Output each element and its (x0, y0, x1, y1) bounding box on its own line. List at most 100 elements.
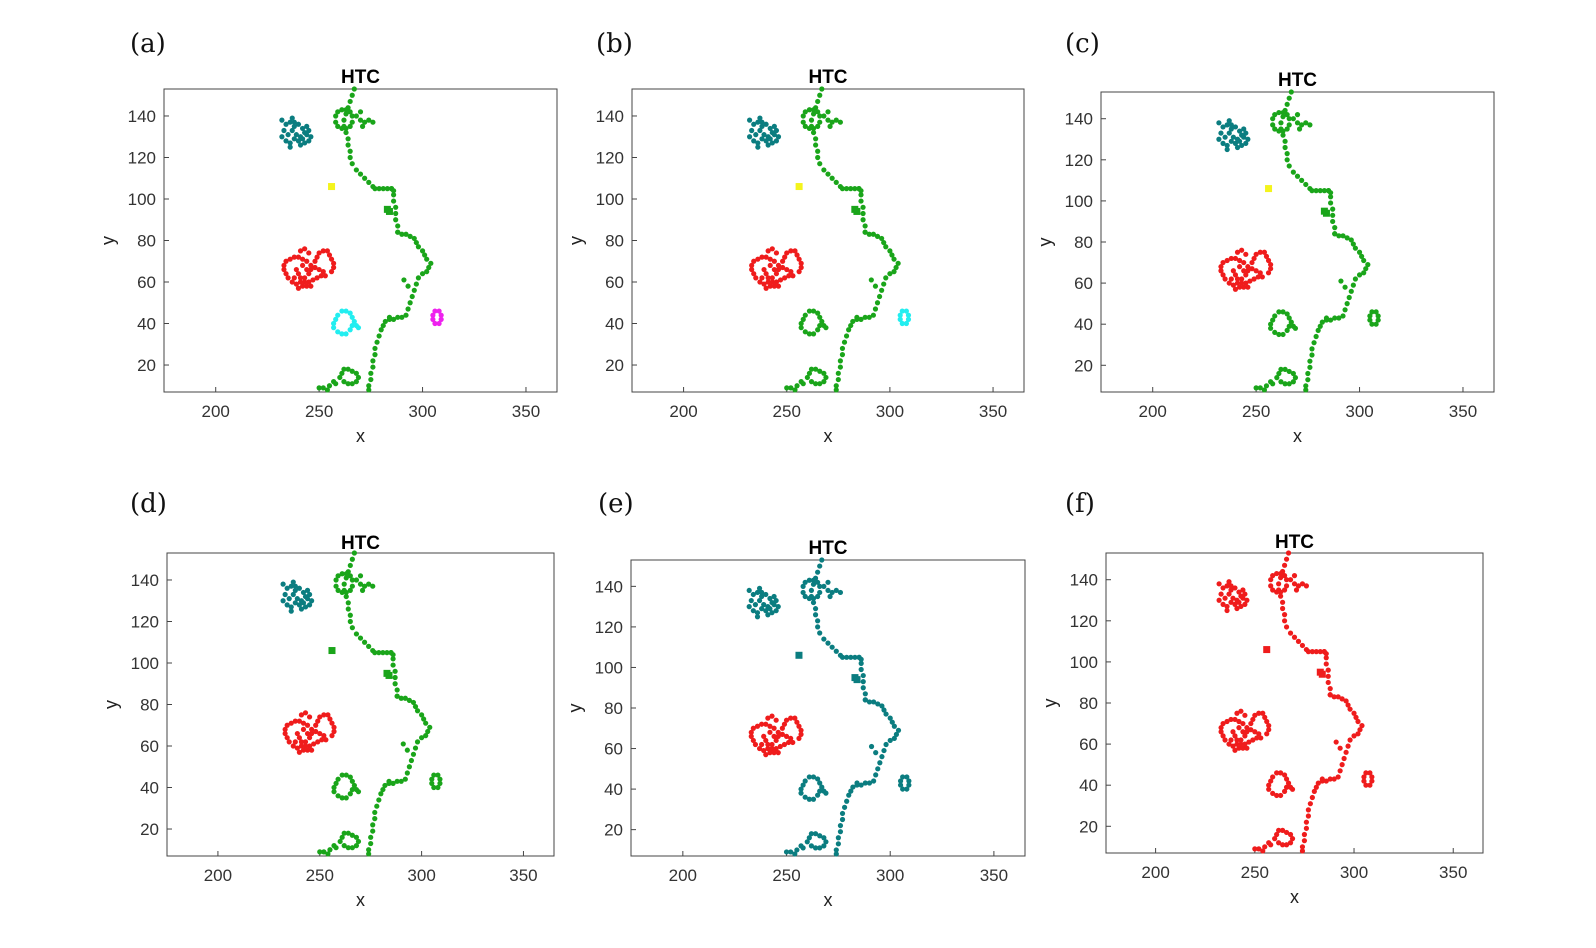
scatter-point (1224, 603, 1230, 610)
scatter-point (1284, 157, 1290, 163)
scatter-point (899, 308, 905, 314)
scatter-point (815, 148, 821, 154)
scatter-point (1240, 595, 1246, 601)
scatter-point (390, 316, 397, 322)
scatter-point (1234, 741, 1240, 747)
scatter-point (374, 803, 380, 809)
scatter-point (1274, 792, 1280, 799)
scatter-point (357, 171, 364, 177)
scatter-point (899, 320, 905, 327)
scatter-point (817, 314, 823, 320)
scatter-point (355, 325, 362, 331)
scatter-point (1291, 634, 1298, 640)
scatter-point (872, 283, 879, 289)
scatter-point (430, 316, 436, 322)
scatter-point (413, 281, 419, 287)
scatter-point (283, 121, 289, 127)
scatter-point (380, 650, 386, 656)
scatter-point (333, 119, 339, 125)
scatter-point (1276, 581, 1282, 587)
scatter-point (1230, 743, 1236, 749)
y-tick-label: 140 (595, 577, 623, 596)
scatter-point (750, 725, 756, 731)
scatter-point (815, 98, 821, 105)
scatter-point (349, 161, 355, 167)
scatter-point (1232, 286, 1239, 292)
scatter-point (376, 650, 382, 656)
scatter-point (891, 735, 897, 742)
scatter-point (304, 587, 311, 593)
x-tick-label: 300 (1345, 402, 1373, 421)
scatter-point (1305, 807, 1311, 813)
scatter-point (893, 731, 900, 737)
x-tick-label: 300 (876, 402, 904, 421)
scatter-point (900, 774, 906, 780)
scatter-point (288, 720, 294, 726)
scatter-point (767, 136, 773, 142)
scatter-point (415, 244, 422, 250)
scatter-point (295, 285, 302, 291)
scatter-point (792, 248, 798, 254)
scatter-point (347, 612, 353, 618)
scatter-point (347, 98, 353, 105)
scatter-point (343, 575, 349, 581)
scatter-point (854, 314, 860, 320)
scatter-point (283, 258, 289, 264)
scatter-point (333, 845, 339, 851)
scatter-point (296, 735, 302, 741)
scatter-point (1234, 249, 1241, 255)
scatter-point (1361, 778, 1367, 784)
scatter-point (372, 650, 378, 656)
scatter-point (1284, 327, 1290, 333)
scatter-point (1243, 280, 1249, 286)
scatter-point (347, 148, 353, 154)
y-tick-label: 60 (1079, 735, 1098, 754)
scatter-point (835, 841, 841, 847)
scatter-point (1284, 112, 1290, 118)
scatter-point (870, 312, 876, 318)
scatter-point (362, 119, 368, 125)
scatter-point (321, 849, 327, 855)
scatter-point (316, 385, 322, 391)
scatter-point (1224, 718, 1230, 725)
scatter-point (368, 376, 374, 383)
scatter-point (343, 125, 349, 132)
scatter-point (304, 283, 310, 289)
panel-c: (c) HTC 200 250 300 350 20 40 60 80 100 120 140 x y (1035, 29, 1495, 446)
scatter-point (769, 275, 775, 281)
scatter-point (345, 845, 351, 851)
scatter-point (438, 316, 444, 322)
scatter-point (300, 600, 307, 606)
scatter-point (366, 387, 372, 393)
scatter-point (1375, 317, 1381, 323)
scatter-point (304, 747, 311, 753)
scatter-point (839, 345, 846, 352)
scatter-point (862, 691, 868, 697)
scatter-point (1327, 776, 1333, 782)
scatter-point (804, 839, 810, 845)
scatter-point (1365, 262, 1371, 268)
scatter-point (419, 735, 425, 741)
scatter-point (1342, 307, 1348, 313)
scatter-point (1369, 309, 1375, 315)
scatter-point (815, 327, 821, 333)
scatter-point (750, 591, 756, 598)
scatter-point (386, 778, 392, 784)
scatter-point (775, 266, 782, 273)
scatter-point (1353, 714, 1359, 720)
scatter-point (1293, 587, 1300, 593)
scatter-point (425, 728, 431, 735)
scatter-point (331, 264, 337, 271)
scatter-point (312, 264, 318, 271)
scatter-point (871, 699, 877, 705)
scatter-point (1286, 315, 1292, 321)
scatter-point (393, 217, 399, 223)
scatter-point (1256, 731, 1262, 737)
scatter-point (1236, 138, 1243, 144)
scatter-point (1220, 585, 1226, 591)
scatter-point (877, 760, 883, 766)
scatter-point (821, 636, 827, 642)
scatter-point (815, 792, 821, 798)
scatter-point (1238, 741, 1244, 747)
scatter-point (347, 123, 353, 129)
